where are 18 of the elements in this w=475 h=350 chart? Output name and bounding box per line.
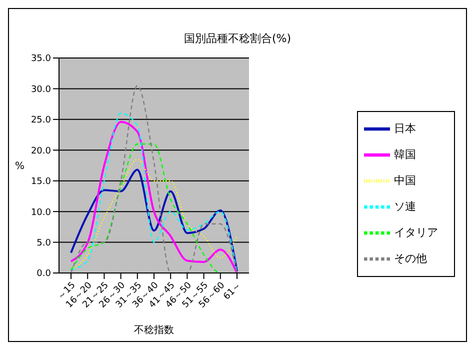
chart-title: 国別品種不稔割合(%) bbox=[182, 31, 292, 46]
y-tick-label: 35.0 bbox=[30, 54, 52, 64]
y-tick-label: 0.0 bbox=[36, 269, 52, 280]
y-tick-label: 30.0 bbox=[30, 84, 52, 95]
legend-label: 日本 bbox=[394, 122, 416, 135]
y-axis-title: % bbox=[15, 161, 25, 172]
legend-label: 韓国 bbox=[394, 148, 416, 161]
y-tick-label: 5.0 bbox=[36, 238, 52, 248]
legend-label: 中国 bbox=[394, 174, 416, 187]
legend-label: ソ連 bbox=[394, 200, 416, 213]
y-tick-label: 10.0 bbox=[30, 208, 52, 218]
y-tick-label: 20.0 bbox=[30, 146, 52, 156]
y-tick-label: 25.0 bbox=[30, 116, 52, 126]
y-tick-label: 15.0 bbox=[30, 177, 52, 188]
x-tick-label: 61～ bbox=[222, 280, 244, 302]
x-axis-title: 不稔指数 bbox=[134, 324, 174, 336]
legend-label: イタリア bbox=[394, 226, 438, 239]
legend-label: その他 bbox=[394, 252, 427, 265]
